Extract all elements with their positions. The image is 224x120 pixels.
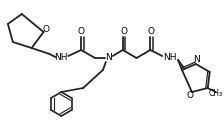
Text: N: N [194, 55, 200, 65]
Text: CH₃: CH₃ [209, 89, 223, 97]
Text: O: O [78, 27, 85, 36]
Text: NH: NH [55, 54, 68, 63]
Text: O: O [120, 27, 127, 36]
Text: O: O [186, 91, 194, 101]
Text: O: O [43, 26, 50, 35]
Text: N: N [106, 54, 112, 63]
Text: O: O [148, 27, 155, 36]
Text: NH: NH [163, 54, 177, 63]
